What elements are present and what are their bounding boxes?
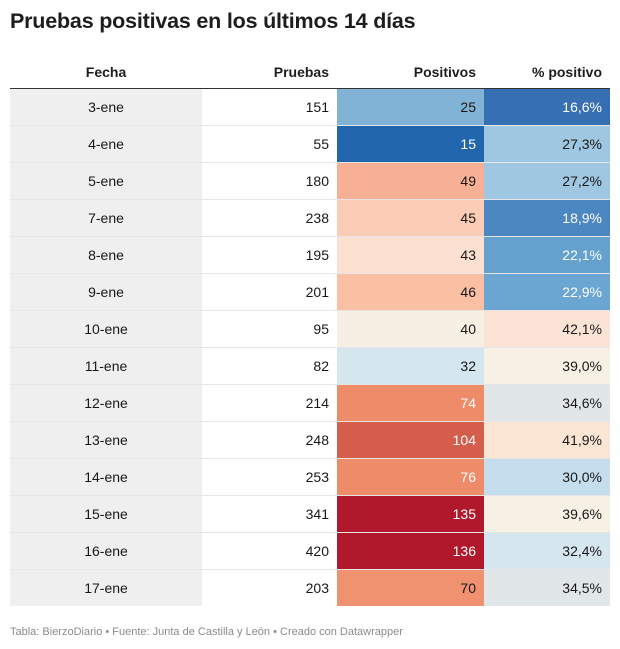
table-row: 5-ene 180 49 27,2% bbox=[10, 162, 610, 200]
table-row: 12-ene 214 74 34,6% bbox=[10, 384, 610, 422]
porcentaje-cell: 39,0% bbox=[484, 347, 610, 385]
porcentaje-cell: 30,0% bbox=[484, 458, 610, 496]
fecha-cell: 3-ene bbox=[10, 88, 202, 126]
positivos-cell: 45 bbox=[337, 199, 484, 237]
table-row: 15-ene 341 135 39,6% bbox=[10, 495, 610, 533]
table-row: 3-ene 151 25 16,6% bbox=[10, 88, 610, 126]
fecha-cell: 13-ene bbox=[10, 421, 202, 459]
table-row: 4-ene 55 15 27,3% bbox=[10, 125, 610, 163]
fecha-cell: 12-ene bbox=[10, 384, 202, 422]
positivos-cell: 76 bbox=[337, 458, 484, 496]
pruebas-cell: 195 bbox=[202, 236, 337, 274]
porcentaje-cell: 41,9% bbox=[484, 421, 610, 459]
pruebas-cell: 420 bbox=[202, 532, 337, 570]
table-row: 8-ene 195 43 22,1% bbox=[10, 236, 610, 274]
fecha-cell: 9-ene bbox=[10, 273, 202, 311]
table-header-row: Fecha Pruebas Positivos % positivo bbox=[10, 56, 610, 89]
porcentaje-cell: 18,9% bbox=[484, 199, 610, 237]
column-header-porcentaje[interactable]: % positivo bbox=[484, 56, 610, 89]
pruebas-cell: 82 bbox=[202, 347, 337, 385]
table-row: 11-ene 82 32 39,0% bbox=[10, 347, 610, 385]
source-footer: Tabla: BierzoDiario • Fuente: Junta de C… bbox=[10, 626, 403, 638]
pruebas-cell: 151 bbox=[202, 88, 337, 126]
positivos-cell: 74 bbox=[337, 384, 484, 422]
positivos-cell: 43 bbox=[337, 236, 484, 274]
column-header-positivos[interactable]: Positivos bbox=[337, 56, 484, 89]
fecha-cell: 11-ene bbox=[10, 347, 202, 385]
positivos-cell: 40 bbox=[337, 310, 484, 348]
table-row: 14-ene 253 76 30,0% bbox=[10, 458, 610, 496]
porcentaje-cell: 22,1% bbox=[484, 236, 610, 274]
fecha-cell: 5-ene bbox=[10, 162, 202, 200]
table-row: 10-ene 95 40 42,1% bbox=[10, 310, 610, 348]
fecha-cell: 8-ene bbox=[10, 236, 202, 274]
positivos-cell: 135 bbox=[337, 495, 484, 533]
porcentaje-cell: 34,5% bbox=[484, 569, 610, 606]
pruebas-cell: 248 bbox=[202, 421, 337, 459]
fecha-cell: 15-ene bbox=[10, 495, 202, 533]
table-row: 16-ene 420 136 32,4% bbox=[10, 532, 610, 570]
pruebas-cell: 238 bbox=[202, 199, 337, 237]
fecha-cell: 4-ene bbox=[10, 125, 202, 163]
porcentaje-cell: 34,6% bbox=[484, 384, 610, 422]
positivos-cell: 104 bbox=[337, 421, 484, 459]
porcentaje-cell: 42,1% bbox=[484, 310, 610, 348]
pruebas-cell: 203 bbox=[305, 580, 329, 596]
fecha-cell: 17-ene bbox=[10, 569, 202, 606]
fecha-cell: 16-ene bbox=[10, 532, 202, 570]
table-row: 7-ene 238 45 18,9% bbox=[10, 199, 610, 237]
fecha-cell: 10-ene bbox=[10, 310, 202, 348]
positivos-cell: 136 bbox=[337, 532, 484, 570]
pruebas-cell: 201 bbox=[202, 273, 337, 311]
pruebas-cell: 253 bbox=[202, 458, 337, 496]
positivos-cell: 15 bbox=[337, 125, 484, 163]
positivos-cell: 46 bbox=[337, 273, 484, 311]
table-row: 9-ene 201 46 22,9% bbox=[10, 273, 610, 311]
positivos-cell: 32 bbox=[337, 347, 484, 385]
pruebas-cell: 95 bbox=[202, 310, 337, 348]
table-body: 3-ene 151 25 16,6% 4-ene 55 15 27,3% 5-ene 180 49 2… bbox=[10, 88, 610, 606]
table-row: 13-ene 248 104 41,9% bbox=[10, 421, 610, 459]
porcentaje-cell: 32,4% bbox=[484, 532, 610, 570]
pruebas-cell: 214 bbox=[202, 384, 337, 422]
fecha-cell: 7-ene bbox=[10, 199, 202, 237]
pruebas-cell: 341 bbox=[202, 495, 337, 533]
positivos-cell: 25 bbox=[337, 88, 484, 126]
porcentaje-cell: 22,9% bbox=[484, 273, 610, 311]
porcentaje-cell: 27,2% bbox=[484, 162, 610, 200]
chart-title: Pruebas positivas en los últimos 14 días bbox=[10, 9, 416, 33]
positivos-cell: 70 bbox=[337, 569, 484, 606]
pruebas-cell: 55 bbox=[202, 125, 337, 163]
fecha-cell: 14-ene bbox=[10, 458, 202, 496]
data-table: Fecha Pruebas Positivos % positivo 3-ene… bbox=[10, 56, 610, 606]
pruebas-cell: 180 bbox=[202, 162, 337, 200]
column-header-fecha[interactable]: Fecha bbox=[10, 56, 202, 89]
positivos-cell: 49 bbox=[337, 162, 484, 200]
porcentaje-cell: 39,6% bbox=[484, 495, 610, 533]
porcentaje-cell: 16,6% bbox=[484, 88, 610, 126]
porcentaje-cell: 27,3% bbox=[484, 125, 610, 163]
column-header-pruebas[interactable]: Pruebas bbox=[202, 56, 337, 89]
table-row: 17-ene 203 70 34,5% bbox=[10, 569, 610, 606]
